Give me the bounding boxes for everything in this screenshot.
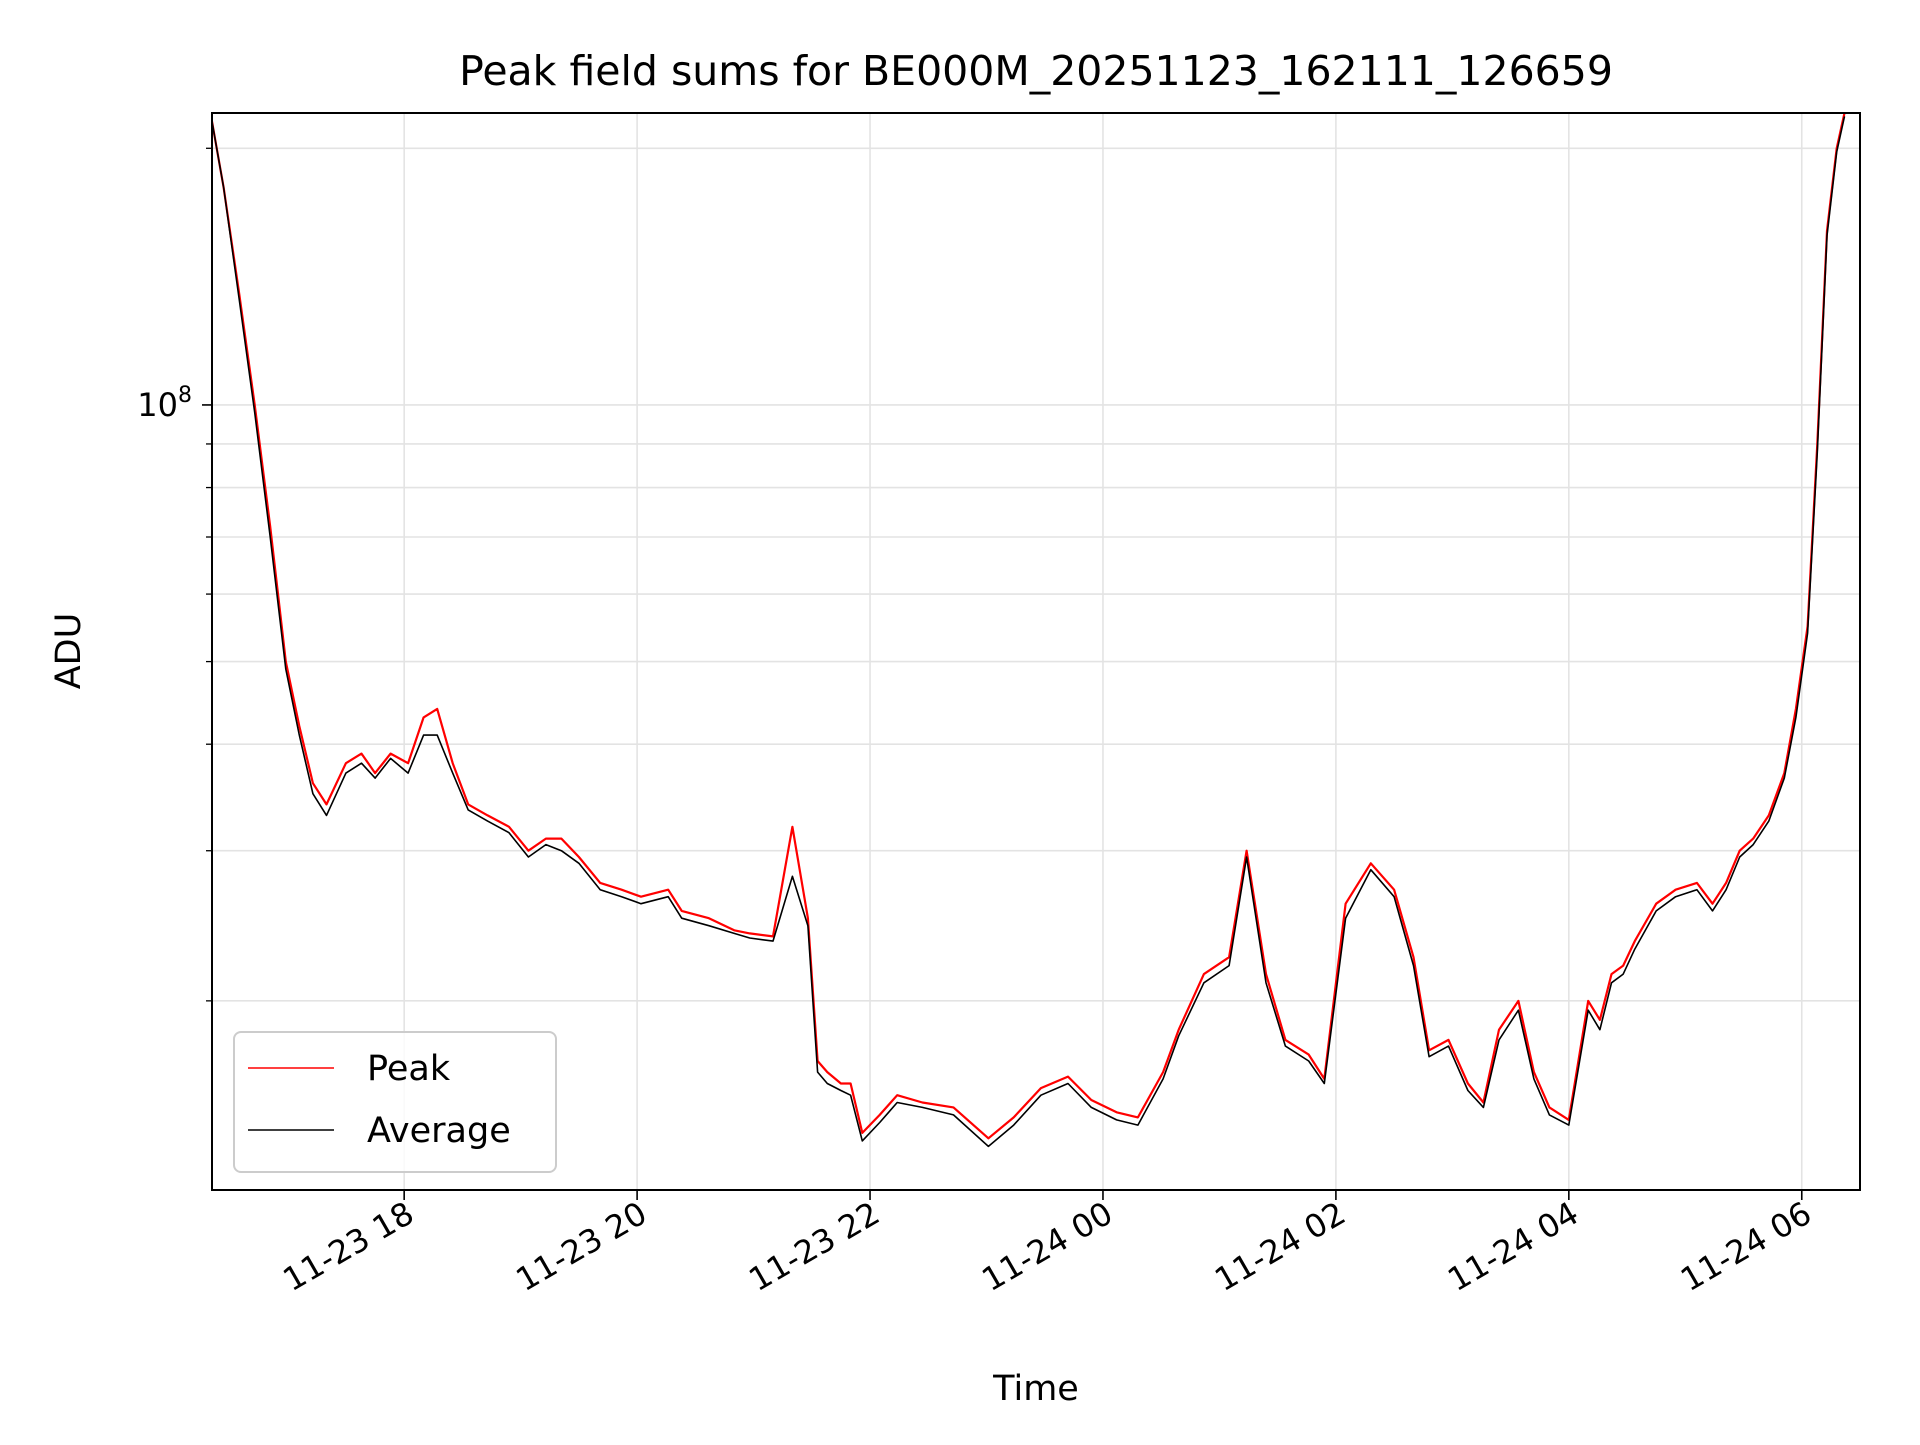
legend-label-peak: Peak	[367, 1049, 451, 1089]
series-line-peak	[212, 113, 1846, 1140]
chart-title: Peak field sums for BE000M_20251123_1621…	[459, 47, 1613, 95]
legend: Peak Average	[233, 1031, 557, 1173]
x-axis-label: Time	[992, 1369, 1079, 1409]
y-tick-label: 108	[137, 383, 192, 424]
series-layer	[212, 113, 1846, 1148]
grid-layer	[212, 113, 1860, 1190]
legend-box	[233, 1031, 557, 1173]
y-axis-label: ADU	[49, 613, 89, 690]
plot-frame	[211, 112, 1861, 1191]
series-line-average	[212, 116, 1846, 1148]
legend-label-average: Average	[367, 1111, 511, 1151]
